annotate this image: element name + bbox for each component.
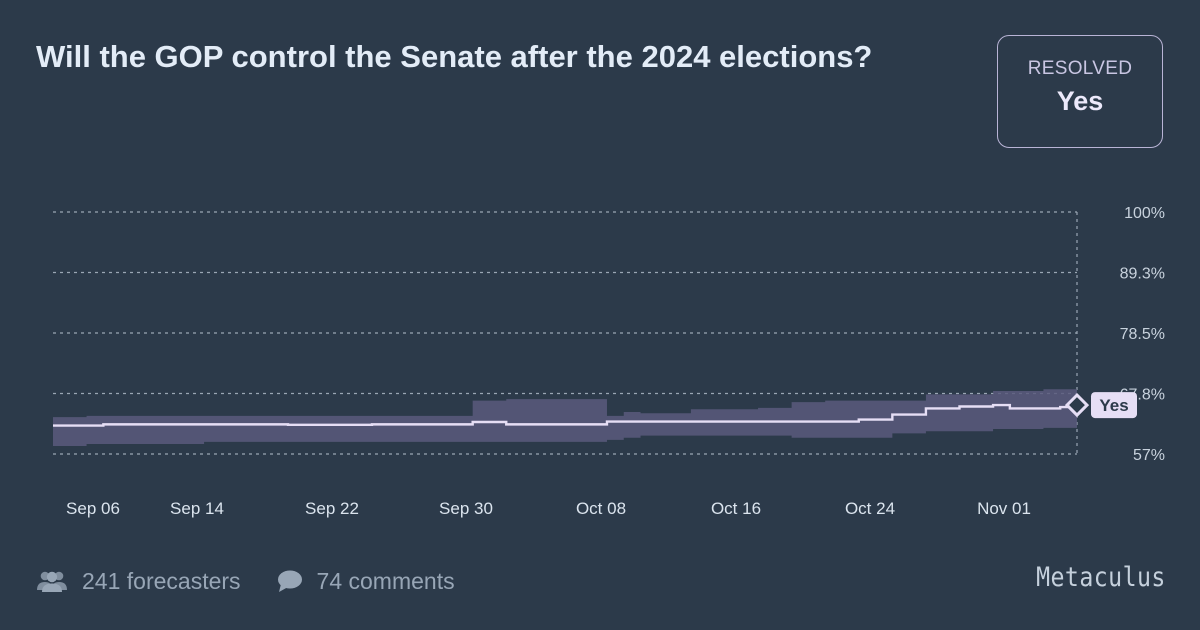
resolution-value: Yes xyxy=(1056,86,1104,116)
diamond-icon xyxy=(1064,392,1090,418)
comments-count[interactable]: 74 comments xyxy=(277,568,455,595)
x-tick-label: Sep 22 xyxy=(305,499,359,518)
y-tick-label: 89.3% xyxy=(1120,266,1165,283)
resolution-tag xyxy=(1091,392,1137,419)
forecast-chart[interactable]: 100%89.3%78.5%67.8%57% Sep 06 Sep 14 Sep 2… xyxy=(0,180,1200,525)
x-tick-label: Oct 24 xyxy=(845,499,895,518)
question-stats: 241 forecasters 74 comments xyxy=(36,566,491,596)
x-tick-label: Oct 16 xyxy=(711,499,761,518)
x-tick-label: Sep 06 xyxy=(66,499,120,518)
y-tick-label: 100% xyxy=(1124,205,1165,222)
comments-label: 74 comments xyxy=(316,567,455,594)
y-axis-labels: 100%89.3%78.5%67.8%57% xyxy=(1120,205,1165,464)
metaculus-logo[interactable]: Metaculus xyxy=(1036,562,1166,593)
x-tick-label: Sep 30 xyxy=(439,499,493,518)
resolution-card: RESOLVED Yes xyxy=(997,35,1163,148)
resolution-label: RESOLVED xyxy=(1027,58,1133,79)
resolution-tag-label: Yes xyxy=(1099,396,1128,415)
question-title: Will the GOP control the Senate after th… xyxy=(36,39,873,74)
y-tick-label: 78.5% xyxy=(1120,326,1165,343)
x-tick-label: Nov 01 xyxy=(977,499,1031,518)
forecasters-label: 241 forecasters xyxy=(82,567,241,594)
resolution-marker: Yes xyxy=(1064,392,1137,419)
forecasters-count: 241 forecasters xyxy=(36,568,241,595)
users-icon xyxy=(37,571,67,592)
community-prediction-line xyxy=(53,403,1079,427)
confidence-band xyxy=(53,387,1077,447)
x-tick-label: Sep 14 xyxy=(170,499,224,518)
x-tick-label: Oct 08 xyxy=(576,499,626,518)
speech-bubble-icon xyxy=(277,570,302,592)
y-tick-label: 57% xyxy=(1133,447,1165,464)
x-axis-labels: Sep 06 Sep 14 Sep 22 Sep 30 Oct 08 Oct 16 Oct … xyxy=(66,499,1031,518)
chart-grid xyxy=(53,211,1078,455)
